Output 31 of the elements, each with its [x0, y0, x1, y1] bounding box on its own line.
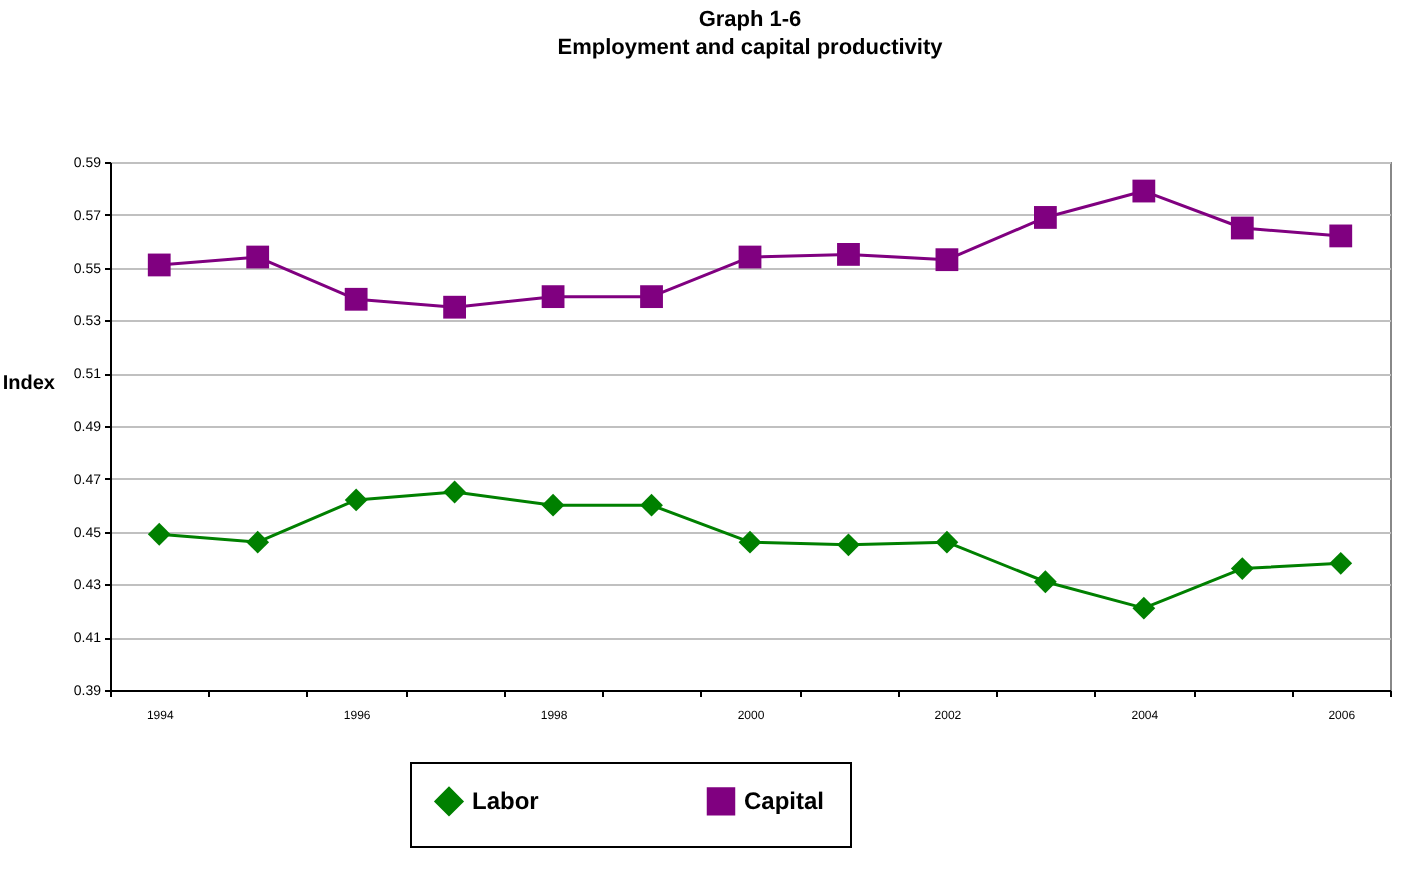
legend-label: Capital — [744, 787, 825, 816]
legend-label: Labor — [472, 787, 540, 816]
point — [1132, 179, 1156, 203]
point — [738, 530, 762, 554]
point — [541, 493, 565, 517]
point — [541, 285, 565, 309]
point — [837, 533, 860, 557]
point — [443, 480, 467, 504]
point — [344, 488, 368, 512]
point — [640, 285, 663, 309]
point — [443, 295, 467, 319]
point — [935, 248, 959, 272]
point — [246, 245, 270, 269]
point — [1329, 551, 1353, 575]
point — [1132, 596, 1156, 620]
point — [1033, 206, 1057, 229]
point — [935, 530, 959, 554]
point — [640, 493, 663, 517]
point — [246, 530, 270, 554]
point — [344, 287, 368, 311]
point — [738, 245, 762, 269]
point — [147, 253, 171, 277]
chart-title: Graph 1-6 — [698, 8, 802, 32]
point — [837, 243, 860, 266]
point — [147, 522, 171, 546]
point — [1329, 224, 1353, 248]
point — [1230, 216, 1254, 240]
y-axis-title: Index — [2, 373, 56, 395]
point — [1230, 557, 1254, 580]
chart-subtitle: Employment and capital productivity — [557, 36, 945, 60]
point — [1033, 570, 1057, 594]
